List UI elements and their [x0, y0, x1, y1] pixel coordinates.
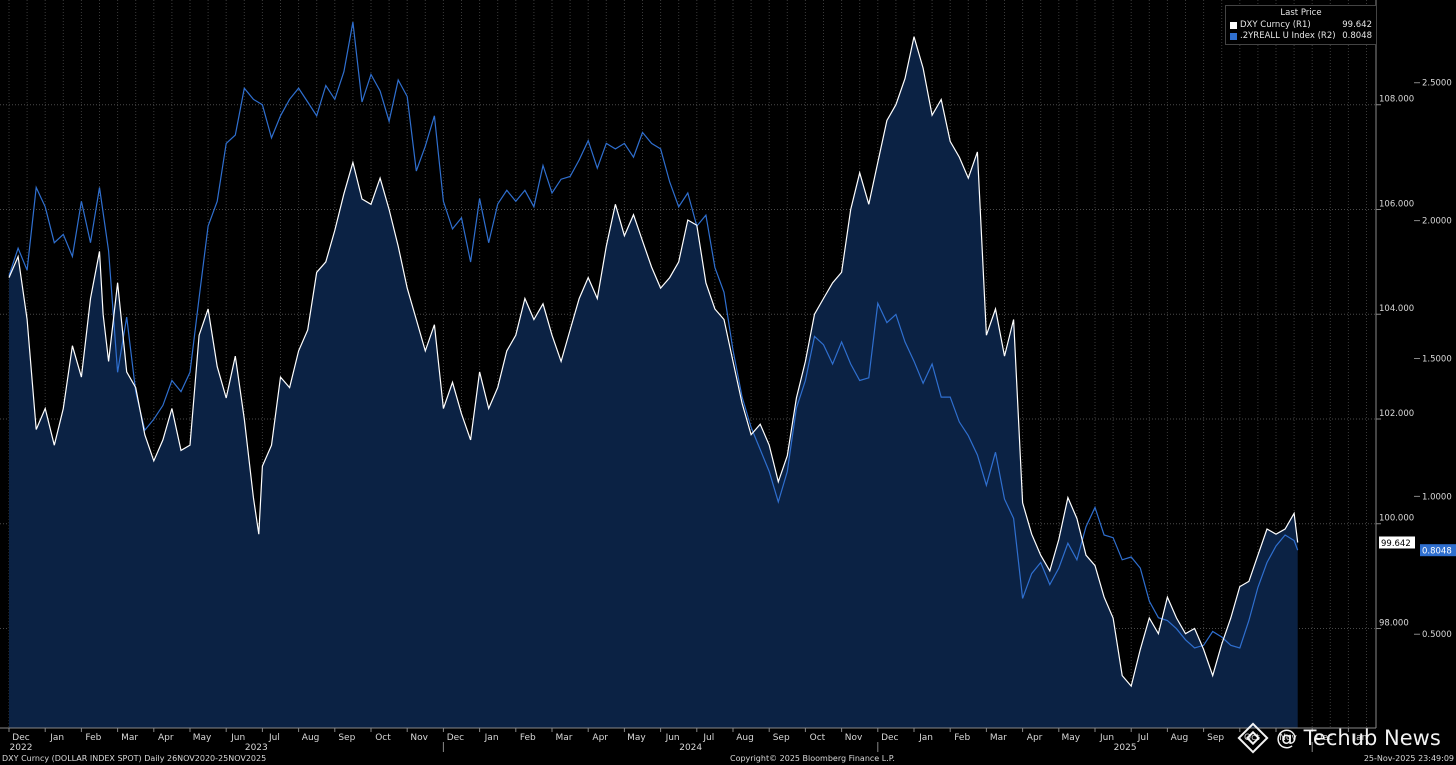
- legend-swatch-dxy: [1230, 22, 1237, 29]
- x-tick-label: Sep: [773, 733, 790, 743]
- r2-tick-label: 1.5000: [1422, 354, 1452, 364]
- y-axis: 98.000 100.000 102.000 104.000 106.000 108.00…: [1375, 0, 1452, 728]
- techub-logo-icon: [1237, 722, 1269, 754]
- x-tick-label: Dec: [12, 733, 29, 743]
- watermark: @ Techub News: [1237, 722, 1441, 754]
- legend-name-dxy: DXY Curncy (R1): [1240, 20, 1311, 30]
- x-axis: Dec Jan Feb Mar Apr May Jun Jul Aug Sep Oct Nov Dec J…: [0, 727, 1376, 753]
- dxy-last-price-label: 99.642: [1381, 539, 1411, 549]
- x-tick-label: Aug: [1171, 733, 1189, 743]
- x-year-label: 2023: [245, 743, 268, 753]
- x-tick-label: Sep: [338, 733, 355, 743]
- x-tick-label: Jul: [1137, 733, 1149, 743]
- legend-value-dxy: 99.642: [1342, 20, 1372, 30]
- x-tick-label: Jan: [49, 733, 64, 743]
- x-tick-label: Dec: [881, 733, 898, 743]
- footer-copyright: Copyright© 2025 Bloomberg Finance L.P.: [730, 754, 895, 763]
- x-tick-label: Sep: [1207, 733, 1224, 743]
- footer-security-description: DXY Curncy (DOLLAR INDEX SPOT) Daily 26N…: [2, 754, 267, 763]
- x-tick-label: May: [193, 733, 212, 743]
- x-tick-label: Feb: [954, 733, 970, 743]
- dxy-line: [8, 36, 1299, 688]
- r2-tick-label: 2.0000: [1422, 217, 1452, 227]
- legend-swatch-real-yield: [1230, 33, 1237, 40]
- real-yield-line: [8, 21, 1299, 649]
- x-tick-label: Nov: [1279, 733, 1297, 743]
- legend-name-real-yield: .2YREALL U Index (R2): [1240, 31, 1336, 41]
- x-tick-label: Feb: [520, 733, 536, 743]
- x-tick-label: Apr: [592, 733, 608, 743]
- x-tick-label: May: [1061, 733, 1080, 743]
- x-tick-label: Jan: [1352, 733, 1367, 743]
- x-tick-label: Jun: [230, 733, 245, 743]
- legend-item-real-yield: .2YREALL U Index (R2) 0.8048: [1226, 31, 1376, 42]
- watermark-text: @ Techub News: [1276, 726, 1441, 750]
- x-tick-label: Jun: [665, 733, 680, 743]
- dxy-area: [9, 36, 1298, 728]
- r2-tick-label: 0.5000: [1422, 630, 1452, 640]
- x-tick-label: Jan: [484, 733, 499, 743]
- x-tick-label: Mar: [121, 733, 138, 743]
- last-price-tags: 99.642 0.8048: [1379, 536, 1456, 557]
- legend-item-dxy: DXY Curncy (R1) 99.642: [1226, 20, 1376, 31]
- x-tick-label: Apr: [1027, 733, 1043, 743]
- x-year-label: 2025: [1114, 743, 1137, 753]
- x-tick-label: Feb: [85, 733, 101, 743]
- legend-value-real-yield: 0.8048: [1342, 31, 1372, 41]
- dxy-area-fill: [9, 36, 1298, 728]
- chart-legend: Last Price DXY Curncy (R1) 99.642 .2YREA…: [1225, 5, 1377, 45]
- x-tick-label: Aug: [302, 733, 320, 743]
- x-tick-label: Nov: [845, 733, 863, 743]
- x-tick-label: Jul: [702, 733, 714, 743]
- r1-tick-label: 104.000: [1379, 304, 1414, 314]
- r1-tick-label: 100.000: [1379, 514, 1414, 524]
- r2-tick-label: 1.0000: [1422, 492, 1452, 502]
- x-tick-label: Jun: [1099, 733, 1114, 743]
- x-tick-label: May: [627, 733, 646, 743]
- footer-timestamp: 25-Nov-2025 23:49:09: [1363, 754, 1454, 763]
- legend-title: Last Price: [1280, 8, 1322, 18]
- r1-tick-label: 102.000: [1379, 409, 1414, 419]
- x-tick-label: Jul: [268, 733, 280, 743]
- dxy-last-price-tag: [1379, 536, 1415, 549]
- x-tick-label: Oct: [375, 733, 391, 743]
- series-lines: [8, 21, 1299, 688]
- real-yield-last-price-label: 0.8048: [1422, 547, 1452, 557]
- r1-tick-label: 108.000: [1379, 95, 1414, 105]
- x-tick-label: Dec: [447, 733, 464, 743]
- x-year-label: 2024: [679, 743, 702, 753]
- x-tick-label: Jan: [918, 733, 933, 743]
- x-tick-label: Mar: [556, 733, 573, 743]
- x-tick-label: Mar: [990, 733, 1007, 743]
- x-year-label: 2022: [10, 743, 33, 753]
- x-tick-label: Dec: [1315, 733, 1332, 743]
- r1-tick-label: 106.000: [1379, 199, 1414, 209]
- x-tick-label: Aug: [736, 733, 754, 743]
- x-tick-label: Oct: [810, 733, 826, 743]
- real-yield-last-price-tag: [1420, 544, 1456, 557]
- r1-tick-label: 98.000: [1379, 618, 1409, 628]
- x-tick-label: Apr: [158, 733, 174, 743]
- x-tick-label: Nov: [410, 733, 428, 743]
- r2-tick-label: 2.5000: [1422, 79, 1452, 89]
